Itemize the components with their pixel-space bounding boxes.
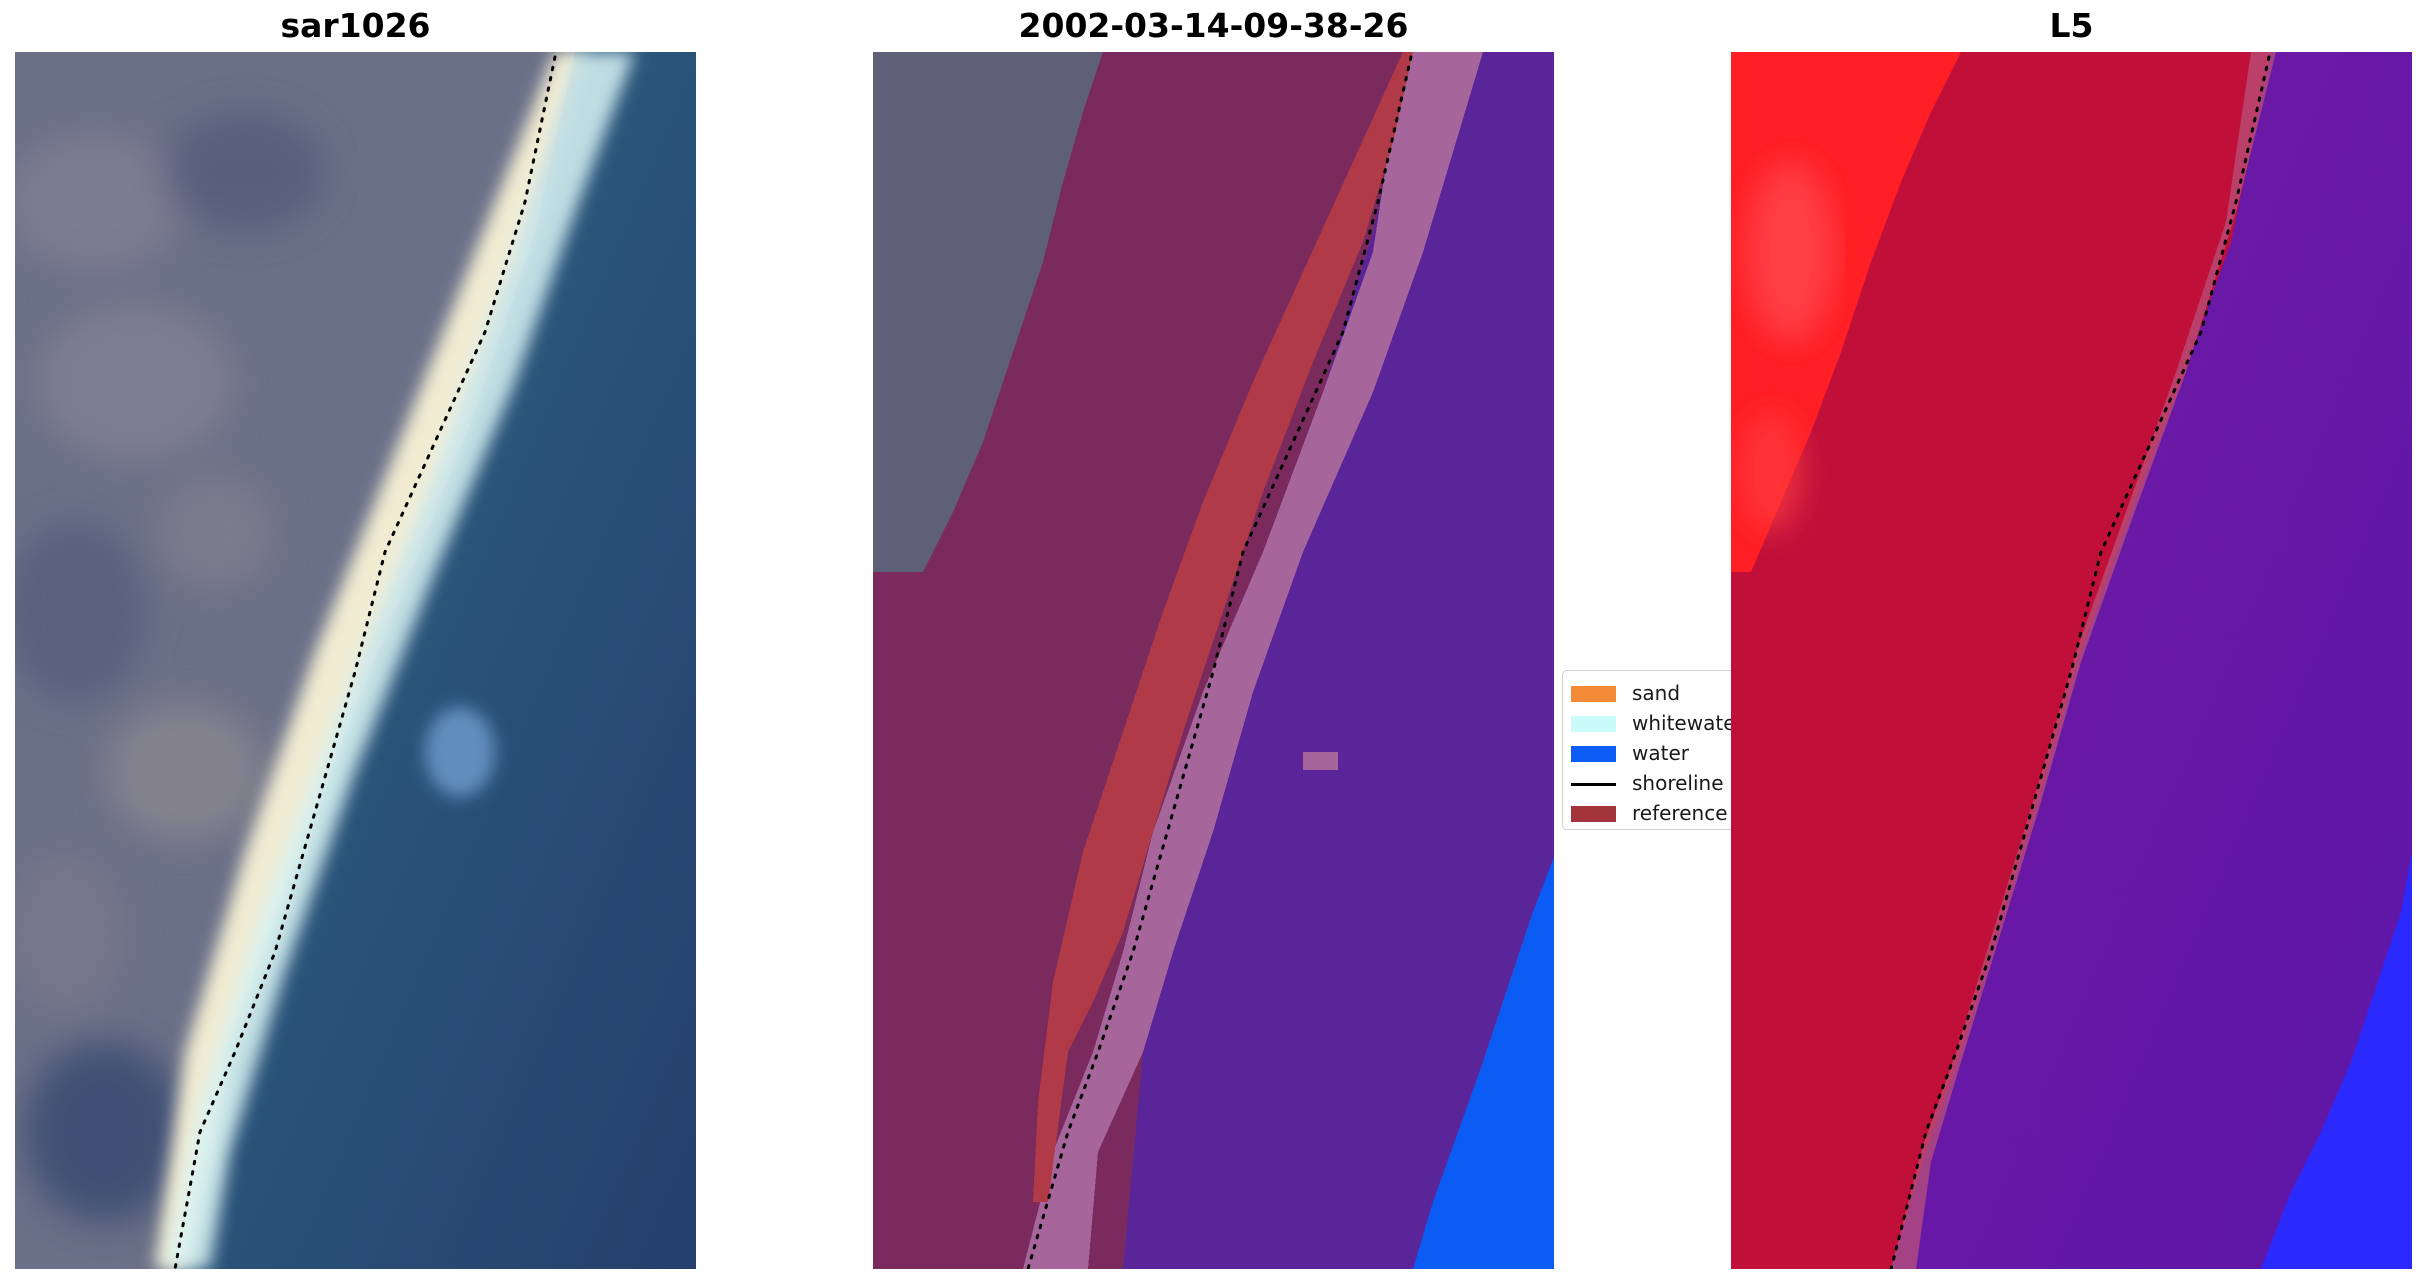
panel-title-classified: 2002-03-14-09-38-26 xyxy=(1018,6,1409,45)
reference-swatch xyxy=(1571,806,1616,822)
index-image-panel xyxy=(1731,52,2412,1269)
water-swatch xyxy=(1571,746,1616,762)
sand-swatch xyxy=(1571,686,1616,702)
water-bright-class xyxy=(1413,857,1554,1269)
legend-item-whitewater: whitewater xyxy=(1563,709,1744,737)
legend-label-shoreline: shoreline xyxy=(1632,771,1724,795)
legend-label-whitewater: whitewater xyxy=(1632,711,1744,735)
sea-area xyxy=(175,52,696,1269)
legend-label-water: water xyxy=(1632,741,1689,765)
legend-item-sand: sand xyxy=(1563,679,1733,707)
surf-band xyxy=(165,52,635,1269)
whitewater-swatch xyxy=(1571,716,1616,732)
index-image xyxy=(1731,52,2412,1269)
rgb-image xyxy=(15,52,696,1269)
panel-title-rgb: sar1026 xyxy=(280,6,431,45)
buffer-speck xyxy=(1303,752,1338,770)
unclassified-grey xyxy=(873,52,1103,572)
reference-band xyxy=(1033,52,1413,1202)
water-index-region xyxy=(1891,52,2412,1269)
legend-label-sand: sand xyxy=(1632,681,1681,705)
legend: sand whitewater water shoreline referenc… xyxy=(1562,670,1744,830)
rgb-image-panel xyxy=(15,52,696,1269)
legend-item-shoreline: shoreline xyxy=(1563,769,1733,797)
shoreline-line-icon xyxy=(1571,783,1616,786)
classified-image xyxy=(873,52,1554,1269)
legend-label-reference: reference xyxy=(1632,801,1728,825)
legend-item-water: water xyxy=(1563,739,1733,767)
high-index-texture xyxy=(1741,162,1836,532)
legend-item-reference: reference xyxy=(1563,799,1733,827)
buffer-band xyxy=(1023,52,1483,1269)
low-index-region xyxy=(2261,852,2412,1269)
shoreline-index xyxy=(1889,55,2271,1269)
classified-image-panel xyxy=(873,52,1554,1269)
panel-title-index: L5 xyxy=(2049,6,2094,45)
land-texture xyxy=(15,112,325,1222)
shoreline-classified xyxy=(1026,55,1413,1269)
transition-band xyxy=(1891,52,2276,1269)
